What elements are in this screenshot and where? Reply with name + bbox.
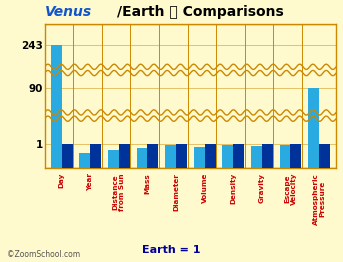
- Text: Distance
from Sun: Distance from Sun: [113, 173, 126, 211]
- Bar: [280, 145, 291, 168]
- Bar: [194, 147, 205, 168]
- Bar: [319, 144, 330, 168]
- Text: Atmospheric
Pressure: Atmospheric Pressure: [312, 173, 326, 225]
- Bar: [165, 145, 176, 168]
- Text: Gravity: Gravity: [259, 173, 265, 203]
- Bar: [137, 148, 147, 168]
- Bar: [62, 144, 73, 168]
- Text: Volume: Volume: [202, 173, 208, 203]
- Text: Escape
Velocity: Escape Velocity: [284, 173, 297, 205]
- Text: Mass: Mass: [144, 173, 151, 194]
- Bar: [51, 45, 62, 168]
- Bar: [205, 144, 215, 168]
- Bar: [308, 89, 319, 168]
- Bar: [233, 144, 244, 168]
- Bar: [176, 144, 187, 168]
- Bar: [80, 153, 90, 168]
- Text: Venus: Venus: [45, 5, 92, 19]
- Text: Year: Year: [87, 173, 93, 191]
- Bar: [147, 144, 158, 168]
- Text: Earth = 1: Earth = 1: [142, 245, 201, 255]
- Bar: [119, 144, 130, 168]
- Bar: [291, 144, 301, 168]
- Bar: [108, 150, 119, 168]
- Text: Day: Day: [59, 173, 65, 188]
- Bar: [90, 144, 101, 168]
- Bar: [251, 146, 262, 168]
- Text: /Earth 🌍 Comparisons: /Earth 🌍 Comparisons: [117, 5, 283, 19]
- Bar: [262, 144, 273, 168]
- Text: Density: Density: [230, 173, 236, 204]
- Text: ©ZoomSchool.com: ©ZoomSchool.com: [7, 250, 80, 259]
- Text: Diameter: Diameter: [173, 173, 179, 211]
- Bar: [222, 145, 233, 168]
